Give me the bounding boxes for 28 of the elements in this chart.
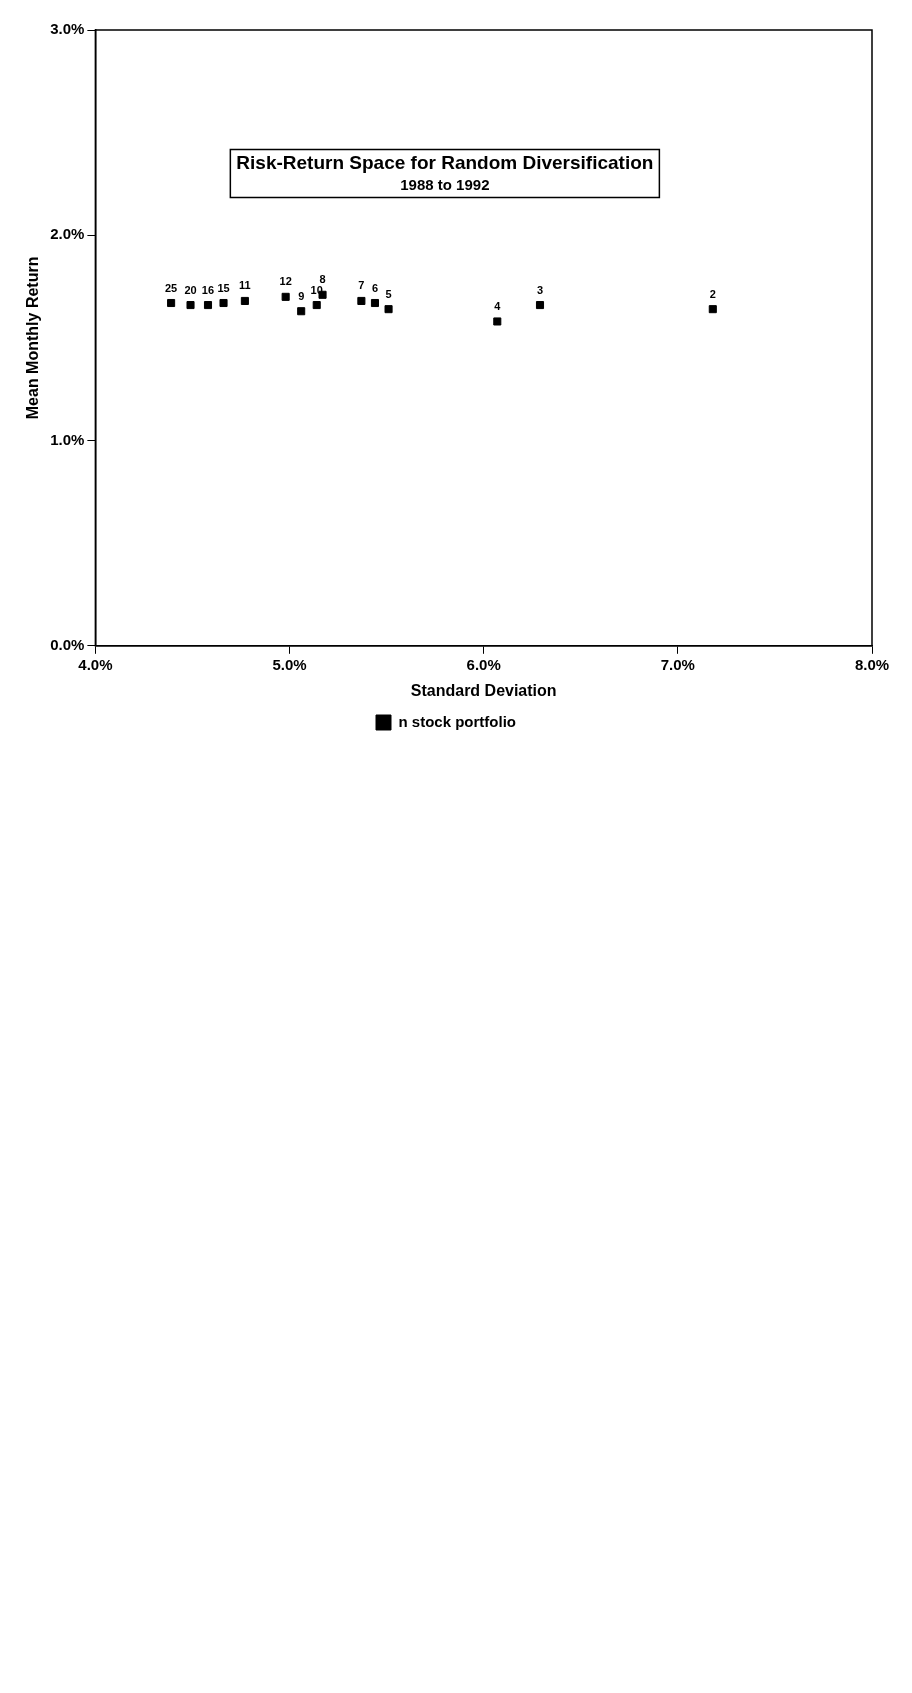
x-tick-label: 8.0% <box>854 655 890 673</box>
annotation: 15 <box>217 281 230 294</box>
y-axis-title: Mean Monthly Return <box>24 256 42 420</box>
annotation: 3 <box>536 283 544 296</box>
annotation: 5 <box>385 287 392 300</box>
x-axis-title: Standard Deviation <box>410 681 557 699</box>
text: 1988 to 1992 <box>400 175 490 193</box>
x-tick-label: 4.0% <box>78 655 113 673</box>
annotation: 2 <box>709 287 716 300</box>
x-tick-label: 6.0% <box>466 655 501 673</box>
annotation: 8 <box>319 273 326 286</box>
annotation: 11 <box>239 279 251 292</box>
x-tick-label: 7.0% <box>660 655 695 673</box>
annotation: 16 <box>201 283 215 296</box>
y-tick-label: 3.0% <box>50 20 85 38</box>
x-tick-label: 5.0% <box>272 655 307 673</box>
y-tick-label: 1.0% <box>50 430 85 448</box>
y-tick-label: 2.0% <box>50 225 85 243</box>
annotation: 7 <box>358 279 365 292</box>
y-tick-label: 0.0% <box>50 635 85 653</box>
annotation: 6 <box>371 281 379 294</box>
text: Risk-Return Space for Random Diversification <box>236 151 654 173</box>
annotation: 4 <box>494 300 502 313</box>
annotation: 9 <box>298 289 305 302</box>
annotation: 25 <box>164 281 178 294</box>
annotation: 20 <box>184 283 197 296</box>
annotation: 12 <box>279 275 292 288</box>
legend-label: n stock portfolio <box>398 712 516 730</box>
